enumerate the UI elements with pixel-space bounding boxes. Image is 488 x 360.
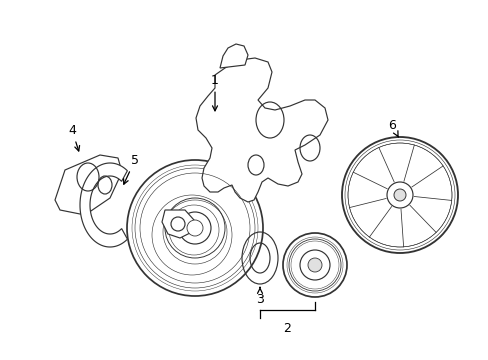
Text: 1: 1 (211, 73, 219, 111)
Circle shape (307, 258, 321, 272)
Circle shape (386, 182, 412, 208)
Circle shape (186, 220, 203, 236)
Polygon shape (220, 44, 247, 68)
Polygon shape (162, 210, 194, 238)
Text: 3: 3 (256, 287, 264, 306)
Circle shape (299, 250, 329, 280)
Circle shape (179, 212, 210, 244)
Text: 6: 6 (387, 118, 398, 137)
Polygon shape (196, 58, 327, 202)
Circle shape (283, 233, 346, 297)
Text: 4: 4 (68, 123, 80, 151)
Circle shape (127, 160, 263, 296)
Polygon shape (55, 155, 122, 215)
Circle shape (393, 189, 405, 201)
Text: 2: 2 (283, 322, 291, 335)
Polygon shape (80, 163, 127, 247)
Circle shape (341, 137, 457, 253)
Text: 5: 5 (123, 153, 139, 184)
